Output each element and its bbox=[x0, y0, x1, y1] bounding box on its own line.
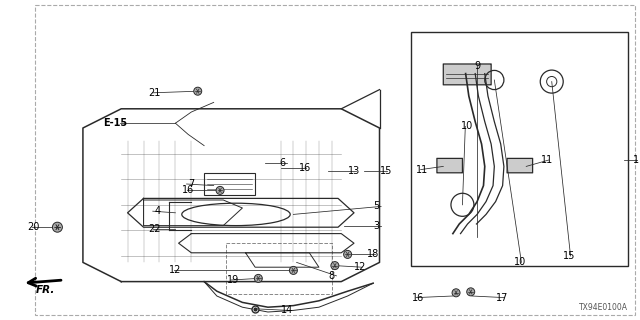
Text: 11: 11 bbox=[417, 164, 429, 175]
Circle shape bbox=[289, 266, 298, 274]
Text: 10: 10 bbox=[513, 257, 525, 268]
Text: 11: 11 bbox=[541, 155, 553, 165]
Text: 22: 22 bbox=[148, 224, 161, 234]
Text: 13: 13 bbox=[348, 166, 360, 176]
Text: E-15: E-15 bbox=[104, 118, 127, 128]
Circle shape bbox=[467, 288, 475, 296]
Text: 12: 12 bbox=[354, 262, 366, 272]
Text: 17: 17 bbox=[496, 292, 509, 303]
Circle shape bbox=[216, 186, 224, 194]
Text: 21: 21 bbox=[148, 88, 161, 98]
Text: FR.: FR. bbox=[36, 284, 56, 295]
Circle shape bbox=[254, 274, 262, 282]
Text: 16: 16 bbox=[298, 163, 311, 173]
Text: 18: 18 bbox=[367, 249, 379, 260]
Text: 3: 3 bbox=[373, 220, 380, 231]
Text: TX94E0100A: TX94E0100A bbox=[579, 303, 628, 312]
Text: 15: 15 bbox=[380, 166, 392, 176]
Text: 6: 6 bbox=[280, 157, 285, 168]
Text: 4: 4 bbox=[155, 206, 161, 216]
Bar bbox=[412, 32, 628, 266]
Text: 8: 8 bbox=[328, 271, 335, 281]
FancyBboxPatch shape bbox=[444, 64, 491, 85]
Text: 7: 7 bbox=[188, 179, 195, 189]
Circle shape bbox=[331, 261, 339, 269]
FancyBboxPatch shape bbox=[507, 158, 532, 173]
Circle shape bbox=[344, 251, 351, 259]
Circle shape bbox=[53, 223, 61, 231]
Text: 10: 10 bbox=[461, 121, 473, 132]
Text: 19: 19 bbox=[227, 275, 239, 285]
Circle shape bbox=[52, 222, 62, 232]
Bar bbox=[227, 243, 332, 294]
Text: 16: 16 bbox=[412, 292, 424, 303]
Text: 9: 9 bbox=[474, 60, 480, 71]
Text: 14: 14 bbox=[281, 305, 293, 316]
Text: 16: 16 bbox=[182, 185, 195, 196]
Text: 12: 12 bbox=[170, 265, 182, 276]
Text: 15: 15 bbox=[563, 251, 575, 261]
Bar bbox=[204, 173, 255, 195]
Text: 1: 1 bbox=[633, 155, 639, 165]
FancyBboxPatch shape bbox=[437, 158, 463, 173]
Circle shape bbox=[452, 289, 460, 297]
Circle shape bbox=[194, 87, 202, 95]
Text: 5: 5 bbox=[373, 201, 380, 212]
Text: 20: 20 bbox=[27, 222, 40, 232]
